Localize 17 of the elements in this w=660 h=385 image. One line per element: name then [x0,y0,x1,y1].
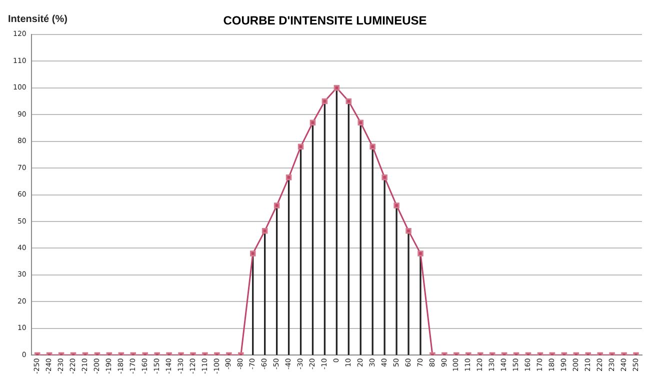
point [382,174,388,180]
point [262,228,268,234]
point [274,202,280,208]
chart-title: COURBE D'INTENSITE LUMINEUSE [223,14,427,28]
point [394,202,400,208]
point [322,98,328,104]
point [310,120,316,126]
point [358,120,364,126]
point [418,250,424,256]
point [250,250,256,256]
point [370,144,376,150]
point [286,174,292,180]
y-axis-title: Intensité (%) [8,14,68,25]
point [406,228,412,234]
point [298,144,304,150]
point [334,84,340,91]
point [346,98,352,104]
